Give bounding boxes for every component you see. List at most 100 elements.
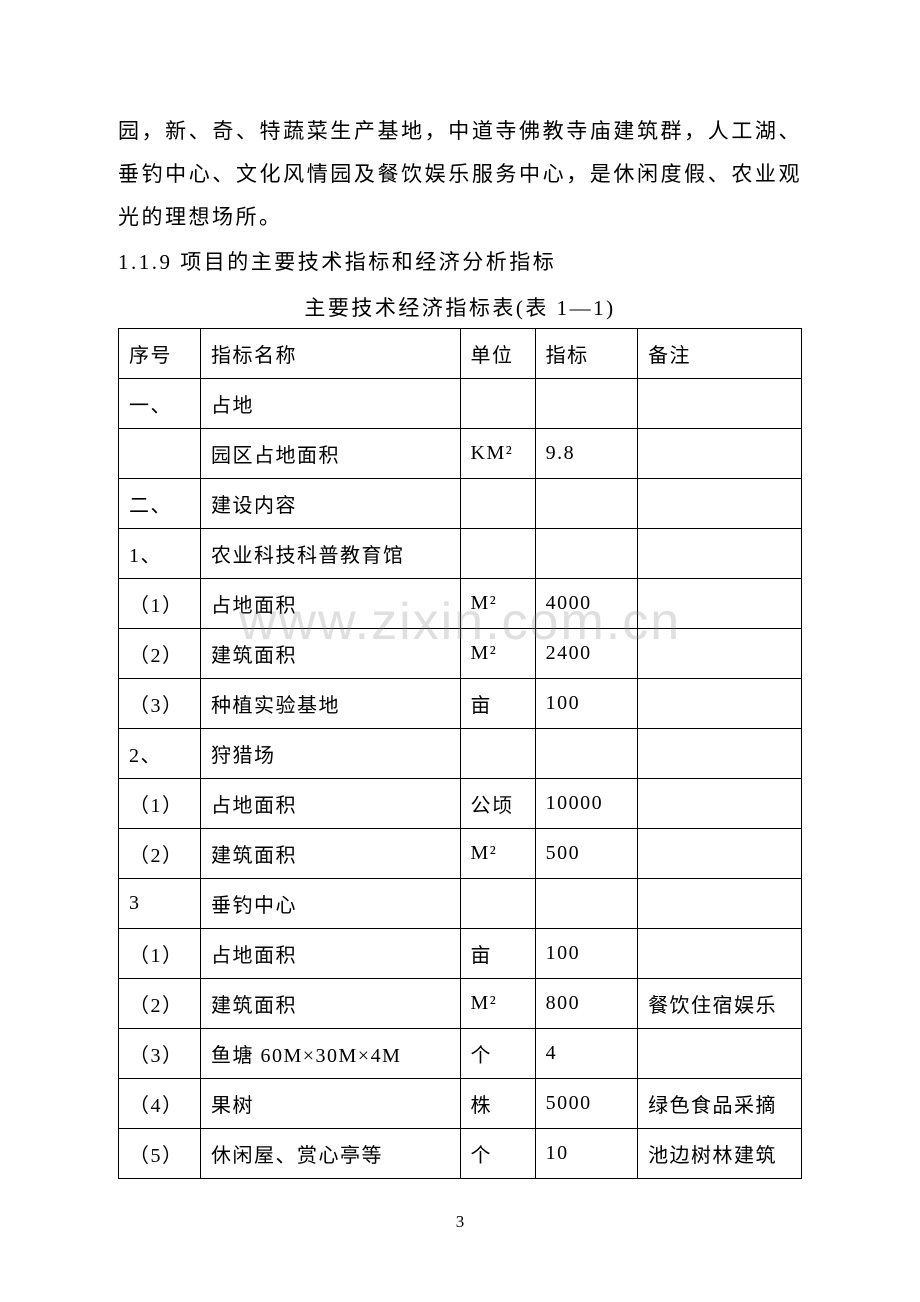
cell-seq [119,429,201,479]
cell-seq: （1） [119,929,201,979]
cell-name: 种植实验基地 [200,679,460,729]
cell-note [638,729,802,779]
cell-note [638,479,802,529]
table-row: （1）占地面积公顷10000 [119,779,802,829]
cell-value: 10 [535,1129,637,1179]
cell-note [638,429,802,479]
cell-value: 100 [535,679,637,729]
cell-note [638,779,802,829]
col-seq: 序号 [119,329,201,379]
cell-value: 2400 [535,629,637,679]
cell-name: 占地面积 [200,579,460,629]
cell-name: 果树 [200,1079,460,1129]
cell-unit: 公顷 [460,779,535,829]
cell-value: 10000 [535,779,637,829]
cell-note: 池边树林建筑 [638,1129,802,1179]
indicators-table: 序号 指标名称 单位 指标 备注 一、占地园区占地面积KM²9.8二、建设内容1… [118,328,802,1179]
section-heading: 1.1.9 项目的主要技术指标和经济分析指标 [118,241,802,284]
cell-note: 餐饮住宿娱乐 [638,979,802,1029]
cell-seq: 3 [119,879,201,929]
cell-seq: 2、 [119,729,201,779]
cell-name: 鱼塘 60M×30M×4M [200,1029,460,1079]
cell-note [638,1029,802,1079]
cell-note [638,879,802,929]
cell-note [638,829,802,879]
table-row: （2）建筑面积M²500 [119,829,802,879]
cell-value: 100 [535,929,637,979]
cell-name: 垂钓中心 [200,879,460,929]
cell-note [638,629,802,679]
cell-seq: （2） [119,979,201,1029]
cell-unit [460,379,535,429]
table-row: （4）果树株5000绿色食品采摘 [119,1079,802,1129]
cell-note [638,379,802,429]
cell-unit [460,729,535,779]
table-row: 园区占地面积KM²9.8 [119,429,802,479]
table-row: （3）种植实验基地亩100 [119,679,802,729]
table-row: 1、农业科技科普教育馆 [119,529,802,579]
table-row: （3）鱼塘 60M×30M×4M个4 [119,1029,802,1079]
cell-name: 建设内容 [200,479,460,529]
cell-value [535,479,637,529]
cell-note [638,579,802,629]
table-header-row: 序号 指标名称 单位 指标 备注 [119,329,802,379]
cell-seq: 二、 [119,479,201,529]
cell-name: 建筑面积 [200,629,460,679]
cell-value [535,379,637,429]
col-value: 指标 [535,329,637,379]
cell-unit [460,529,535,579]
cell-seq: （1） [119,779,201,829]
cell-unit: M² [460,579,535,629]
cell-name: 占地 [200,379,460,429]
table-row: 2、狩猎场 [119,729,802,779]
cell-unit: 个 [460,1129,535,1179]
cell-value [535,529,637,579]
cell-note: 绿色食品采摘 [638,1079,802,1129]
cell-unit: 个 [460,1029,535,1079]
body-paragraph: 园，新、奇、特蔬菜生产基地，中道寺佛教寺庙建筑群，人工湖、垂钓中心、文化风情园及… [118,110,802,239]
cell-name: 狩猎场 [200,729,460,779]
page-number: 3 [0,1212,920,1232]
cell-name: 休闲屋、赏心亭等 [200,1129,460,1179]
cell-name: 建筑面积 [200,979,460,1029]
table-row: （1）占地面积亩100 [119,929,802,979]
cell-unit: 亩 [460,929,535,979]
table-row: 3垂钓中心 [119,879,802,929]
cell-value: 5000 [535,1079,637,1129]
cell-seq: （2） [119,629,201,679]
table-body: 一、占地园区占地面积KM²9.8二、建设内容1、农业科技科普教育馆（1）占地面积… [119,379,802,1179]
cell-note [638,929,802,979]
cell-value: 9.8 [535,429,637,479]
cell-unit: KM² [460,429,535,479]
cell-value: 500 [535,829,637,879]
cell-seq: （2） [119,829,201,879]
col-note: 备注 [638,329,802,379]
cell-seq: （1） [119,579,201,629]
document-page: 园，新、奇、特蔬菜生产基地，中道寺佛教寺庙建筑群，人工湖、垂钓中心、文化风情园及… [0,0,920,1179]
table-row: （2）建筑面积M²2400 [119,629,802,679]
cell-value [535,729,637,779]
cell-seq: 1、 [119,529,201,579]
table-caption: 主要技术经济指标表(表 1—1) [118,292,802,322]
cell-seq: 一、 [119,379,201,429]
cell-seq: （5） [119,1129,201,1179]
cell-note [638,679,802,729]
table-row: （5）休闲屋、赏心亭等个10池边树林建筑 [119,1129,802,1179]
cell-name: 建筑面积 [200,829,460,879]
cell-unit [460,479,535,529]
cell-note [638,529,802,579]
table-row: 二、建设内容 [119,479,802,529]
cell-seq: （3） [119,679,201,729]
cell-unit: M² [460,979,535,1029]
cell-seq: （3） [119,1029,201,1079]
cell-seq: （4） [119,1079,201,1129]
table-row: （2）建筑面积M²800餐饮住宿娱乐 [119,979,802,1029]
cell-name: 占地面积 [200,779,460,829]
cell-value: 800 [535,979,637,1029]
cell-unit: 株 [460,1079,535,1129]
table-row: （1）占地面积M²4000 [119,579,802,629]
cell-unit [460,879,535,929]
cell-unit: M² [460,829,535,879]
cell-value: 4000 [535,579,637,629]
cell-name: 农业科技科普教育馆 [200,529,460,579]
